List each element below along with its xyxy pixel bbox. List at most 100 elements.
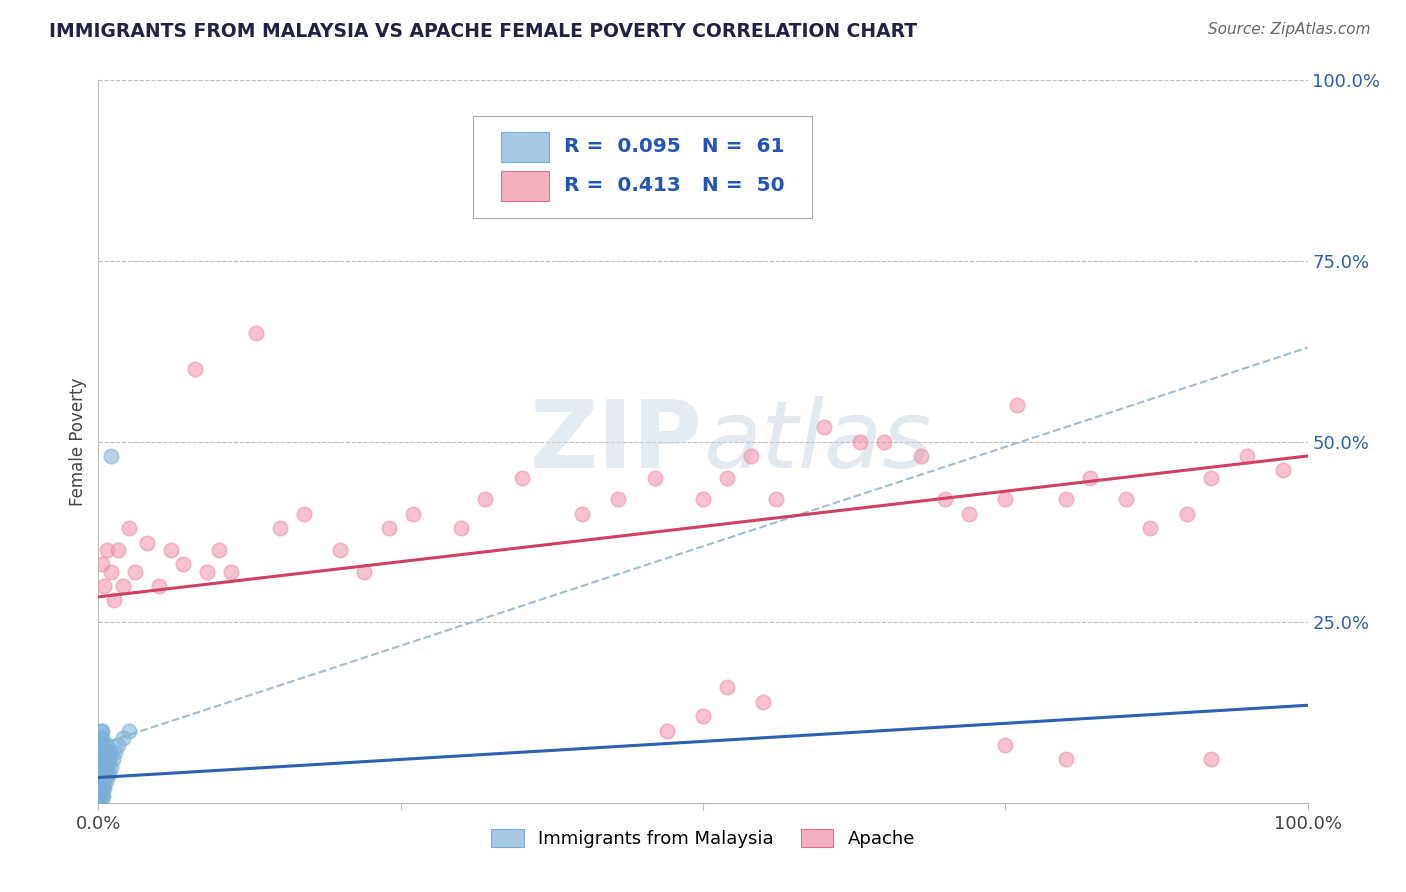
Point (97, 745, 120, 759)
FancyBboxPatch shape (501, 170, 550, 201)
Point (124, 565, 146, 579)
Point (90, 781, 112, 796)
Point (607, 492, 630, 507)
Point (716, 680, 738, 694)
Point (93, 767, 115, 781)
Point (184, 362, 207, 376)
Point (89, 752, 111, 766)
Point (90, 723, 112, 738)
Point (89, 774, 111, 789)
Point (100, 760, 122, 774)
Point (100, 745, 122, 759)
Point (94, 760, 117, 774)
Point (765, 492, 787, 507)
Point (813, 420, 835, 434)
Point (96, 738, 118, 752)
Text: atlas: atlas (703, 396, 931, 487)
Point (1078, 470, 1101, 484)
Point (101, 752, 124, 766)
Point (89, 796, 111, 810)
Point (100, 565, 122, 579)
Point (90, 760, 112, 774)
Point (910, 449, 932, 463)
Point (91, 752, 114, 766)
Point (118, 521, 141, 535)
Point (934, 492, 956, 507)
Point (91, 774, 114, 789)
Point (90, 774, 112, 789)
Legend: Immigrants from Malaysia, Apache: Immigrants from Malaysia, Apache (484, 822, 922, 855)
Point (90, 796, 112, 810)
Point (90, 752, 112, 766)
Point (655, 723, 678, 738)
Point (849, 434, 872, 449)
Point (644, 470, 666, 484)
Point (91, 760, 114, 774)
Point (90, 738, 112, 752)
Text: Source: ZipAtlas.com: Source: ZipAtlas.com (1208, 22, 1371, 37)
Point (96, 767, 118, 781)
Point (1115, 492, 1137, 507)
Point (93, 760, 115, 774)
Point (93, 579, 115, 593)
Point (97, 760, 120, 774)
Point (91, 789, 114, 803)
Point (292, 507, 315, 521)
Point (91, 738, 114, 752)
Point (89, 767, 111, 781)
Point (96, 752, 118, 766)
Point (91, 781, 114, 796)
Point (91, 774, 114, 789)
Point (873, 434, 896, 449)
Point (100, 449, 122, 463)
Point (98, 752, 121, 766)
Point (98, 767, 121, 781)
Point (1236, 449, 1258, 463)
Point (135, 535, 157, 549)
Point (89, 781, 111, 796)
Point (692, 492, 714, 507)
Point (91, 752, 114, 766)
Point (91, 731, 114, 745)
Point (510, 470, 533, 484)
FancyBboxPatch shape (474, 117, 811, 218)
Point (208, 542, 231, 557)
Point (474, 492, 496, 507)
Point (111, 579, 134, 593)
Point (89, 738, 111, 752)
Point (93, 774, 115, 789)
Point (1139, 521, 1161, 535)
Point (90, 745, 112, 759)
Point (94, 745, 117, 759)
Text: R =  0.095   N =  61: R = 0.095 N = 61 (564, 137, 785, 156)
Point (104, 745, 127, 759)
Point (90, 789, 112, 803)
Text: R =  0.413   N =  50: R = 0.413 N = 50 (564, 177, 785, 195)
Point (91, 558, 114, 572)
Point (91, 767, 114, 781)
Point (450, 521, 472, 535)
Point (103, 593, 125, 607)
Point (107, 542, 129, 557)
Point (994, 492, 1017, 507)
Point (90, 767, 112, 781)
Point (96, 542, 118, 557)
Point (716, 470, 738, 484)
Point (1054, 752, 1077, 766)
Point (91, 723, 114, 738)
Point (89, 760, 111, 774)
Point (89, 789, 111, 803)
Point (107, 738, 129, 752)
Point (94, 774, 117, 789)
Point (111, 731, 134, 745)
Point (148, 579, 170, 593)
Point (89, 731, 111, 745)
Point (91, 745, 114, 759)
Point (91, 745, 114, 759)
FancyBboxPatch shape (501, 132, 550, 162)
Point (571, 507, 593, 521)
Y-axis label: Female Poverty: Female Poverty (69, 377, 87, 506)
Point (377, 521, 399, 535)
Point (93, 781, 115, 796)
Point (994, 738, 1017, 752)
